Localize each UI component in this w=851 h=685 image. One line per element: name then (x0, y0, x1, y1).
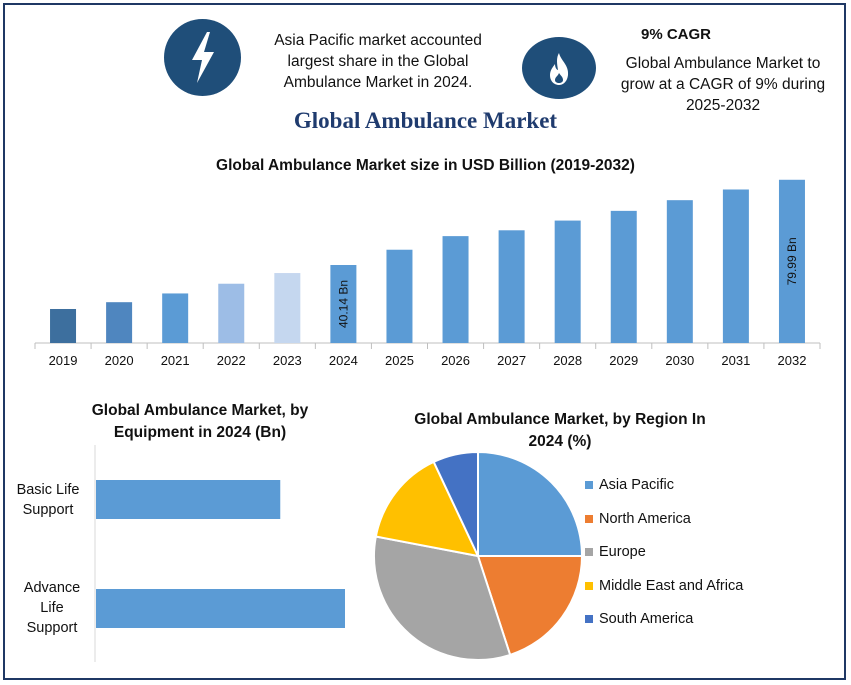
legend-label: North America (599, 510, 691, 527)
legend-item: North America (585, 511, 691, 527)
infographic-frame (3, 3, 846, 680)
cagr-info: Global Ambulance Market to grow at a CAG… (620, 55, 826, 114)
pie-slice-europe (373, 535, 512, 661)
bar-2019 (50, 308, 77, 343)
region-chart-title-text: Global Ambulance Market, by Region In 20… (414, 411, 706, 450)
lightning-bolt-icon (164, 19, 241, 96)
cagr-heading: 9% CAGR (641, 26, 712, 43)
legend-item: Europe (585, 544, 646, 560)
legend-item: South America (585, 611, 693, 627)
bar-2029 (610, 210, 637, 343)
market-size-bar-chart: 2019 2020 2021 2022 2023 2024 2025 2026 2027 2028… (34, 179, 821, 368)
pie-slice-north-america (476, 555, 584, 657)
legend-swatch (585, 481, 593, 489)
bar-2028 (554, 220, 581, 343)
legend-item: Asia Pacific (585, 477, 674, 493)
x-tick-label: 2025 (385, 353, 414, 368)
page-title: Global Ambulance Market (293, 108, 558, 133)
bar-2032 (778, 179, 805, 343)
bar-advance-life-support (96, 589, 345, 628)
bar-2023 (274, 273, 301, 343)
legend-label: South America (599, 611, 694, 627)
pie-slice-middle-east-and-africa (374, 460, 480, 558)
flame-icon (522, 37, 596, 99)
legend-label: Middle East and Africa (599, 577, 744, 594)
bar-2026 (442, 236, 469, 343)
x-tick-label: 2019 (49, 353, 78, 368)
equipment-chart-title: Global Ambulance Market, by Equipment in… (60, 400, 340, 444)
pie-slice-asia-pacific (477, 450, 584, 557)
x-tick-label: 2032 (778, 353, 807, 368)
bar-2027 (498, 230, 525, 343)
x-tick-label: 2020 (105, 353, 134, 368)
legend-swatch (585, 548, 593, 556)
legend-swatch (585, 514, 593, 523)
legend-swatch (585, 581, 593, 590)
x-tick-label: 2028 (553, 353, 582, 368)
equipment-chart-title-text: Global Ambulance Market, by Equipment in… (91, 402, 309, 441)
x-tick-label: 2029 (609, 353, 638, 368)
asia-pacific-info: Asia Pacific market accounted largest sh… (274, 32, 482, 91)
x-tick-label: 2021 (161, 353, 190, 368)
bar-2020 (106, 302, 133, 343)
data-label: 79.99 Bn (785, 237, 799, 285)
bar-2031 (722, 189, 749, 343)
x-tick-label: 2030 (665, 353, 694, 368)
bar-2021 (162, 293, 189, 343)
legend-label: Asia Pacific (599, 477, 674, 493)
legend-swatch (585, 615, 593, 623)
equipment-label-advance: Advance Life Support (23, 580, 81, 636)
x-tick-label: 2024 (329, 353, 358, 368)
x-tick-label: 2027 (497, 353, 526, 368)
x-tick-label: 2031 (721, 353, 750, 368)
legend-label: Europe (599, 544, 646, 560)
bar-2025 (386, 249, 413, 343)
bar-2030 (666, 200, 693, 343)
pie-slice-south-america (432, 450, 479, 557)
x-tick-label: 2022 (217, 353, 246, 368)
bar-basic-life-support (96, 480, 281, 519)
x-tick-label: 2023 (273, 353, 302, 368)
x-tick-label: 2026 (441, 353, 470, 368)
equipment-bar-chart (94, 445, 345, 662)
data-label: 40.14 Bn (336, 280, 350, 328)
market-size-chart-title: Global Ambulance Market size in USD Bill… (216, 157, 635, 174)
region-pie-chart (373, 450, 584, 661)
equipment-label-basic: Basic Life Support (16, 482, 80, 518)
legend-item: Middle East and Africa (585, 578, 743, 594)
region-chart-title: Global Ambulance Market, by Region In 20… (400, 409, 720, 453)
bar-2022 (218, 283, 245, 343)
bar-2024 (330, 265, 357, 343)
